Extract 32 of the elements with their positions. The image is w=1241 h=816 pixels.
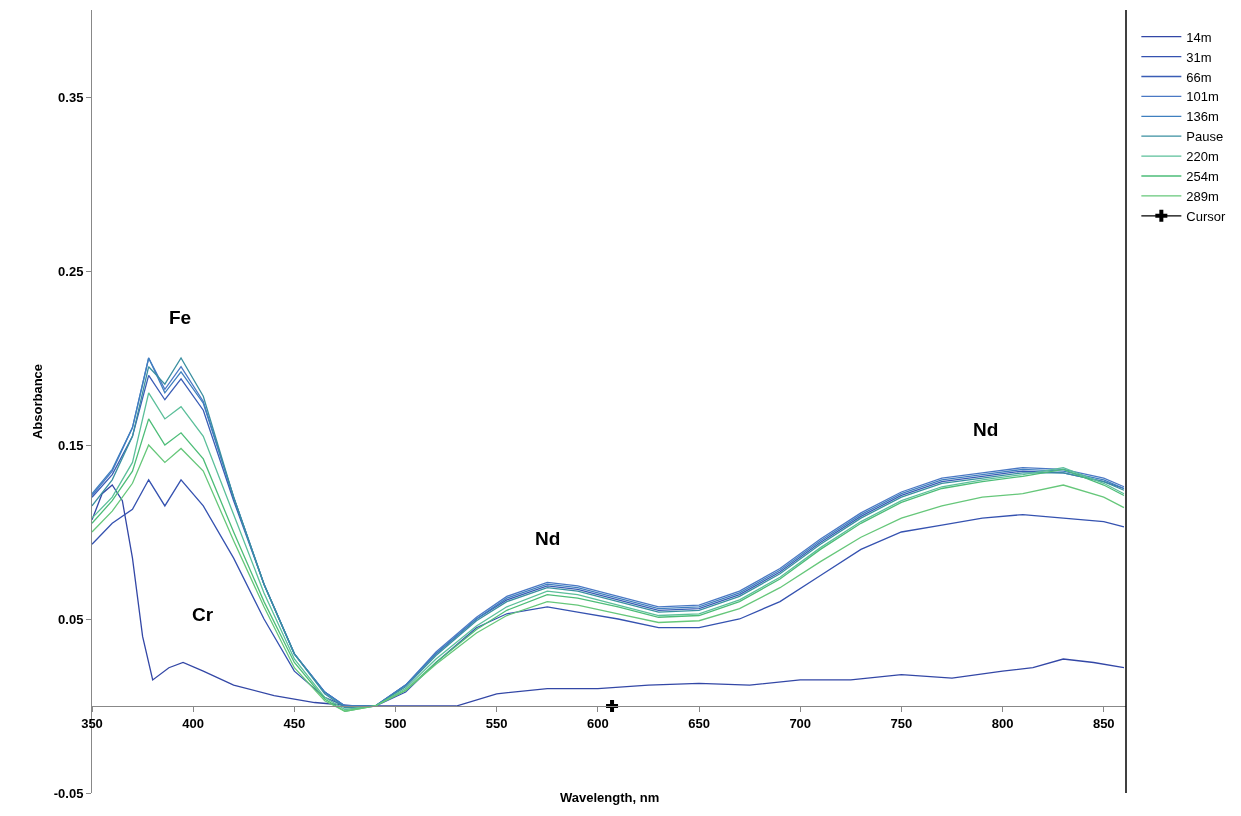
annotation: Cr — [192, 604, 214, 625]
x-tick-label: 400 — [182, 715, 205, 731]
legend-label: Cursor — [1186, 208, 1227, 224]
legend-label: 220m — [1186, 149, 1219, 165]
x-tick-label: 450 — [283, 715, 306, 731]
legend-label: 136m — [1186, 109, 1219, 125]
x-tick-label: 800 — [991, 715, 1014, 731]
legend-label: 101m — [1186, 89, 1219, 105]
x-tick-label: 550 — [485, 715, 508, 731]
legend-label: 66m — [1186, 69, 1212, 85]
y-tick-label: 0.35 — [58, 89, 84, 105]
y-tick-label: 0.15 — [58, 437, 84, 453]
x-axis-title: Wavelength, nm — [560, 790, 660, 805]
x-tick-label: 650 — [688, 715, 710, 731]
legend-label: 14m — [1186, 29, 1212, 45]
annotation: Nd — [535, 528, 561, 549]
y-axis-title: Absorbance — [29, 363, 45, 440]
annotation: Fe — [169, 307, 192, 328]
x-tick-label: 700 — [789, 715, 812, 731]
x-tick-label: 350 — [81, 715, 103, 731]
legend-label: 31m — [1186, 49, 1212, 65]
x-tick-label: 750 — [890, 715, 913, 731]
x-tick-label: 600 — [587, 715, 609, 731]
x-tick-label: 850 — [1092, 715, 1115, 731]
y-tick-label: -0.05 — [53, 785, 84, 801]
annotation: Nd — [973, 419, 999, 440]
x-tick-label: 500 — [384, 715, 407, 731]
y-tick-label: 0.05 — [58, 611, 84, 627]
y-tick-label: 0.25 — [58, 263, 84, 279]
legend-label: Pause — [1186, 129, 1224, 145]
legend-label: 289m — [1186, 188, 1219, 204]
legend-label: 254m — [1186, 169, 1219, 185]
